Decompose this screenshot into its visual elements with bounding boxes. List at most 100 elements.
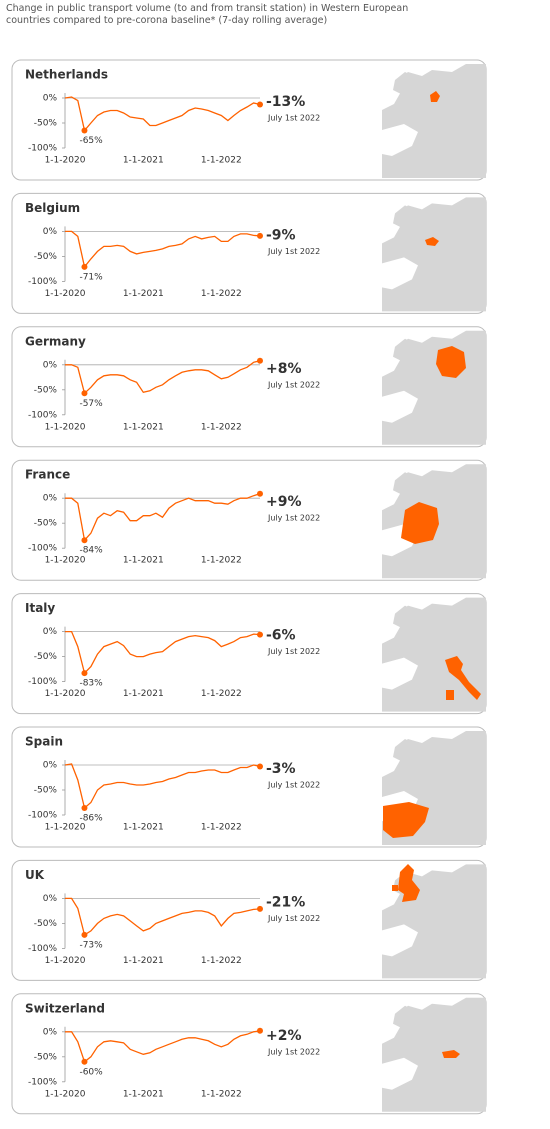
x-tick-label: 1-1-2020 (45, 1089, 86, 1099)
x-tick-label: 1-1-2020 (45, 823, 86, 833)
point (81, 931, 88, 938)
min-value-label: -86% (79, 814, 103, 824)
x-tick-label: 1-1-2022 (201, 422, 242, 432)
x-tick-label: 1-1-2020 (45, 689, 86, 699)
x-tick-label: 1-1-2021 (123, 422, 164, 432)
panel: France 0% -50% -100% 1-1-2020 1-1-2021 1-1-202… (11, 459, 487, 581)
map-land (393, 739, 413, 761)
y-tick-label: -100% (28, 811, 57, 821)
y-tick-label: 0% (43, 1027, 58, 1037)
map-land (393, 605, 413, 628)
map (382, 731, 486, 845)
panel: Switzerland 0% -50% -100% 1-1-2020 1-1-2021 1-… (11, 993, 487, 1115)
panel: Netherlands 0% -50% -100% 1-1-2020 1-1-2021 1-… (11, 59, 487, 181)
map-land (382, 197, 486, 312)
line (64, 96, 261, 132)
map (382, 997, 486, 1112)
map-land (393, 72, 413, 94)
point (81, 263, 88, 270)
map-land (393, 205, 413, 228)
point (257, 763, 263, 770)
y-tick-label: -50% (34, 786, 58, 796)
x-tick-label: 1-1-2020 (45, 422, 86, 432)
min-value-label: -84% (79, 546, 103, 556)
min-value-label: -71% (79, 272, 103, 282)
latest-value-label: -6% (266, 628, 296, 644)
y-tick-label: 0% (43, 627, 58, 637)
date-annotation: July 1st 2022 (267, 114, 320, 123)
y-tick-label: -50% (34, 1052, 58, 1062)
x-tick-label: 1-1-2022 (201, 289, 242, 299)
x-tick-label: 1-1-2022 (201, 956, 242, 966)
date-annotation: July 1st 2022 (267, 514, 320, 523)
point (257, 101, 263, 108)
map-country (401, 502, 439, 544)
y-tick-label: -50% (34, 119, 58, 129)
point (81, 537, 88, 544)
map-land (382, 997, 486, 1112)
x-tick-label: 1-1-2022 (201, 823, 242, 833)
date-annotation: July 1st 2022 (267, 647, 320, 656)
panel: Belgium 0% -50% -100% 1-1-2020 1-1-2021 1-1-20… (11, 192, 487, 314)
chart-title: Spain (25, 735, 63, 749)
date-annotation: July 1st 2022 (267, 914, 320, 923)
map-sea (382, 657, 418, 690)
y-tick-label: 0% (43, 360, 58, 370)
line (64, 763, 261, 810)
map-sea (382, 1057, 418, 1090)
y-tick-label: -50% (34, 652, 58, 662)
line (65, 230, 261, 269)
x-tick-label: 1-1-2021 (123, 956, 164, 966)
min-value-label: -83% (79, 679, 103, 689)
latest-value-label: -21% (266, 894, 305, 910)
point (257, 490, 263, 497)
min-value-label: -65% (79, 136, 103, 146)
point (81, 805, 88, 811)
map-land (393, 472, 413, 495)
map-sea (382, 924, 418, 957)
y-tick-label: 0% (43, 761, 58, 771)
y-tick-label: -100% (28, 1077, 57, 1087)
line (65, 493, 261, 542)
chart-title: Italy (25, 601, 55, 615)
y-tick-label: 0% (43, 494, 58, 504)
y-tick-label: -50% (34, 919, 58, 929)
map (382, 64, 486, 178)
y-tick-label: 0% (43, 227, 58, 237)
point (257, 905, 263, 912)
map (382, 597, 486, 712)
min-value-label: -73% (79, 940, 103, 950)
x-tick-label: 1-1-2021 (123, 289, 164, 299)
y-tick-label: -100% (28, 144, 57, 154)
panel: Germany 0% -50% -100% 1-1-2020 1-1-2021 1-1-20… (11, 326, 487, 448)
latest-value-label: -13% (266, 94, 305, 110)
point (257, 232, 263, 239)
line (65, 630, 261, 675)
map-sea (382, 390, 418, 423)
map-country (392, 864, 420, 902)
date-annotation: July 1st 2022 (267, 781, 320, 790)
point (257, 1027, 263, 1034)
panel: Spain 0% -50% -100% 1-1-2020 1-1-2021 1-1-2022… (11, 726, 487, 848)
y-tick-label: -100% (28, 677, 57, 687)
x-tick-label: 1-1-2020 (45, 556, 86, 566)
latest-value-label: -9% (266, 227, 296, 243)
point (81, 670, 88, 677)
map-sea (382, 124, 418, 156)
point (257, 631, 263, 638)
map-land (382, 597, 486, 712)
point (81, 390, 88, 397)
latest-value-label: -3% (266, 761, 296, 777)
date-annotation: July 1st 2022 (267, 1047, 320, 1056)
x-tick-label: 1-1-2021 (123, 823, 164, 833)
latest-value-label: +9% (266, 494, 302, 510)
y-tick-label: -50% (34, 519, 58, 529)
map-land (382, 64, 486, 178)
x-tick-label: 1-1-2021 (123, 156, 164, 166)
chart-title: Netherlands (25, 68, 108, 82)
map-country (445, 656, 481, 700)
y-tick-label: 0% (43, 94, 58, 104)
y-tick-label: -100% (28, 944, 57, 954)
x-tick-label: 1-1-2021 (123, 689, 164, 699)
